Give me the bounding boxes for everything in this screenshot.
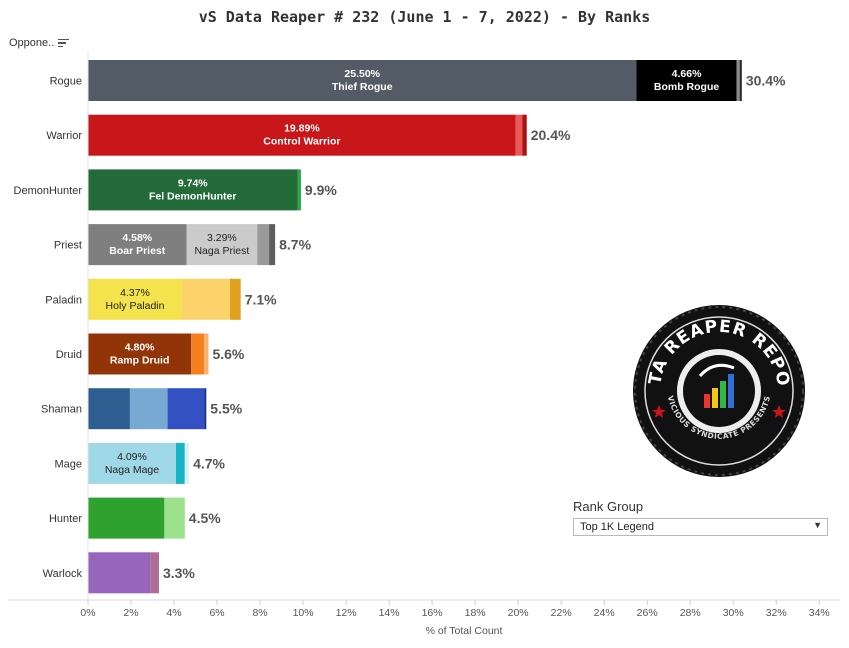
segment-value-label: 4.66%	[672, 68, 702, 80]
x-tick-label: 18%	[465, 607, 486, 619]
rank-group-label: Rank Group	[573, 499, 644, 514]
segment-value-label: 4.09%	[117, 451, 147, 463]
segment-value-label: 19.89%	[284, 123, 320, 135]
bar-segment-hunter-0	[88, 497, 165, 539]
x-tick-label: 22%	[551, 607, 572, 619]
segment-name-label: Control Warrior	[263, 136, 340, 148]
bar-segment-rogue-3	[739, 60, 742, 101]
bar-segment-demonhunter-0	[88, 169, 298, 211]
category-label-paladin: Paladin	[45, 294, 82, 306]
bar-segment-paladin-2	[229, 278, 241, 320]
x-tick-label: 8%	[252, 607, 267, 619]
x-tick-label: 14%	[379, 607, 400, 619]
segment-value-label: 9.74%	[178, 177, 208, 189]
total-label-warlock: 3.3%	[163, 565, 195, 581]
category-label-shaman: Shaman	[41, 404, 82, 416]
bar-segment-paladin-1	[181, 278, 230, 320]
total-label-druid: 5.6%	[212, 346, 244, 362]
bar-segment-hunter-1	[164, 497, 185, 539]
x-tick-label: 10%	[293, 607, 314, 619]
category-label-mage: Mage	[54, 458, 82, 470]
bar-segment-druid-2	[204, 333, 209, 375]
segment-name-label: Naga Priest	[194, 245, 249, 257]
x-tick-label: 20%	[508, 607, 529, 619]
bar-segment-druid-0	[88, 333, 192, 375]
x-tick-label: 0%	[80, 607, 95, 619]
bar-segment-rogue-2	[736, 60, 740, 101]
x-tick-label: 28%	[680, 607, 701, 619]
segment-name-label: Thief Rogue	[332, 81, 393, 93]
segment-value-label: 25.50%	[344, 68, 380, 80]
bar-segment-warrior-2	[522, 114, 527, 156]
x-tick-label: 2%	[123, 607, 138, 619]
bar-segment-mage-1	[175, 442, 185, 484]
total-label-demonhunter: 9.9%	[305, 182, 337, 198]
x-tick-label: 24%	[594, 607, 615, 619]
bar-segment-shaman-1	[129, 388, 168, 430]
x-tick-label: 34%	[809, 607, 830, 619]
category-label-rogue: Rogue	[50, 76, 82, 88]
total-label-hunter: 4.5%	[189, 510, 221, 526]
x-tick-label: 12%	[336, 607, 357, 619]
data-reaper-report-logo: DATA REAPER REPORT VICIOUS SYNDICATE PRE…	[630, 302, 805, 477]
x-tick-label: 30%	[723, 607, 744, 619]
bar-segment-warlock-0	[88, 552, 151, 594]
bar-segment-demonhunter-1	[297, 169, 301, 211]
category-label-demonhunter: DemonHunter	[14, 185, 83, 197]
rank-group-selected: Top 1K Legend	[580, 521, 655, 533]
segment-name-label: Naga Mage	[105, 464, 159, 476]
segment-value-label: 4.80%	[125, 342, 155, 354]
bar-segment-shaman-0	[88, 388, 130, 430]
total-label-priest: 8.7%	[279, 237, 311, 253]
bar-segment-priest-3	[269, 224, 276, 266]
category-label-warrior: Warrior	[46, 130, 82, 142]
bar-segment-warrior-1	[515, 114, 523, 156]
bar-segment-druid-1	[191, 333, 205, 375]
bar-segment-paladin-0	[88, 278, 182, 320]
bar-segment-shaman-2	[167, 388, 205, 430]
sort-control-label: Oppone..	[9, 37, 55, 49]
x-tick-label: 16%	[422, 607, 443, 619]
x-tick-label: 6%	[209, 607, 224, 619]
bar-segment-priest-0	[88, 224, 187, 266]
total-label-warrior: 20.4%	[531, 127, 571, 143]
segment-value-label: 4.58%	[122, 232, 152, 244]
category-label-warlock: Warlock	[43, 568, 83, 580]
x-tick-label: 4%	[166, 607, 181, 619]
sort-control[interactable]: Oppone..	[9, 37, 70, 49]
bar-segment-priest-2	[257, 224, 270, 266]
x-axis-title: % of Total Count	[426, 625, 503, 637]
x-tick-label: 26%	[637, 607, 658, 619]
total-label-rogue: 30.4%	[746, 73, 786, 89]
bar-segment-priest-1	[186, 224, 258, 266]
bar-segment-warrior-0	[88, 114, 516, 156]
segment-name-label: Boar Priest	[109, 245, 166, 257]
segment-value-label: 4.37%	[120, 287, 150, 299]
bar-segment-rogue-0	[88, 60, 637, 101]
bar-segment-mage-2	[184, 442, 190, 484]
segment-name-label: Holy Paladin	[106, 300, 165, 312]
bar-segment-warlock-1	[150, 552, 159, 594]
segment-name-label: Ramp Druid	[110, 355, 170, 367]
segment-name-label: Bomb Rogue	[654, 81, 719, 93]
category-label-hunter: Hunter	[49, 513, 82, 525]
segment-value-label: 3.29%	[207, 232, 237, 244]
rank-group-dropdown[interactable]: Top 1K Legend ▼	[573, 518, 828, 536]
chart-title: vS Data Reaper # 232 (June 1 - 7, 2022) …	[198, 8, 651, 26]
bar-segment-mage-0	[88, 442, 176, 484]
total-label-mage: 4.7%	[193, 455, 225, 471]
total-label-shaman: 5.5%	[210, 401, 242, 417]
category-label-priest: Priest	[54, 240, 82, 252]
total-label-paladin: 7.1%	[245, 291, 277, 307]
bar-segment-rogue-1	[636, 60, 737, 101]
bar-segment-shaman-3	[204, 388, 207, 430]
category-label-druid: Druid	[56, 349, 82, 361]
x-tick-label: 32%	[766, 607, 787, 619]
sort-icon[interactable]	[58, 38, 70, 48]
dropdown-arrow-icon[interactable]: ▼	[813, 520, 822, 530]
segment-name-label: Fel DemonHunter	[149, 190, 237, 202]
